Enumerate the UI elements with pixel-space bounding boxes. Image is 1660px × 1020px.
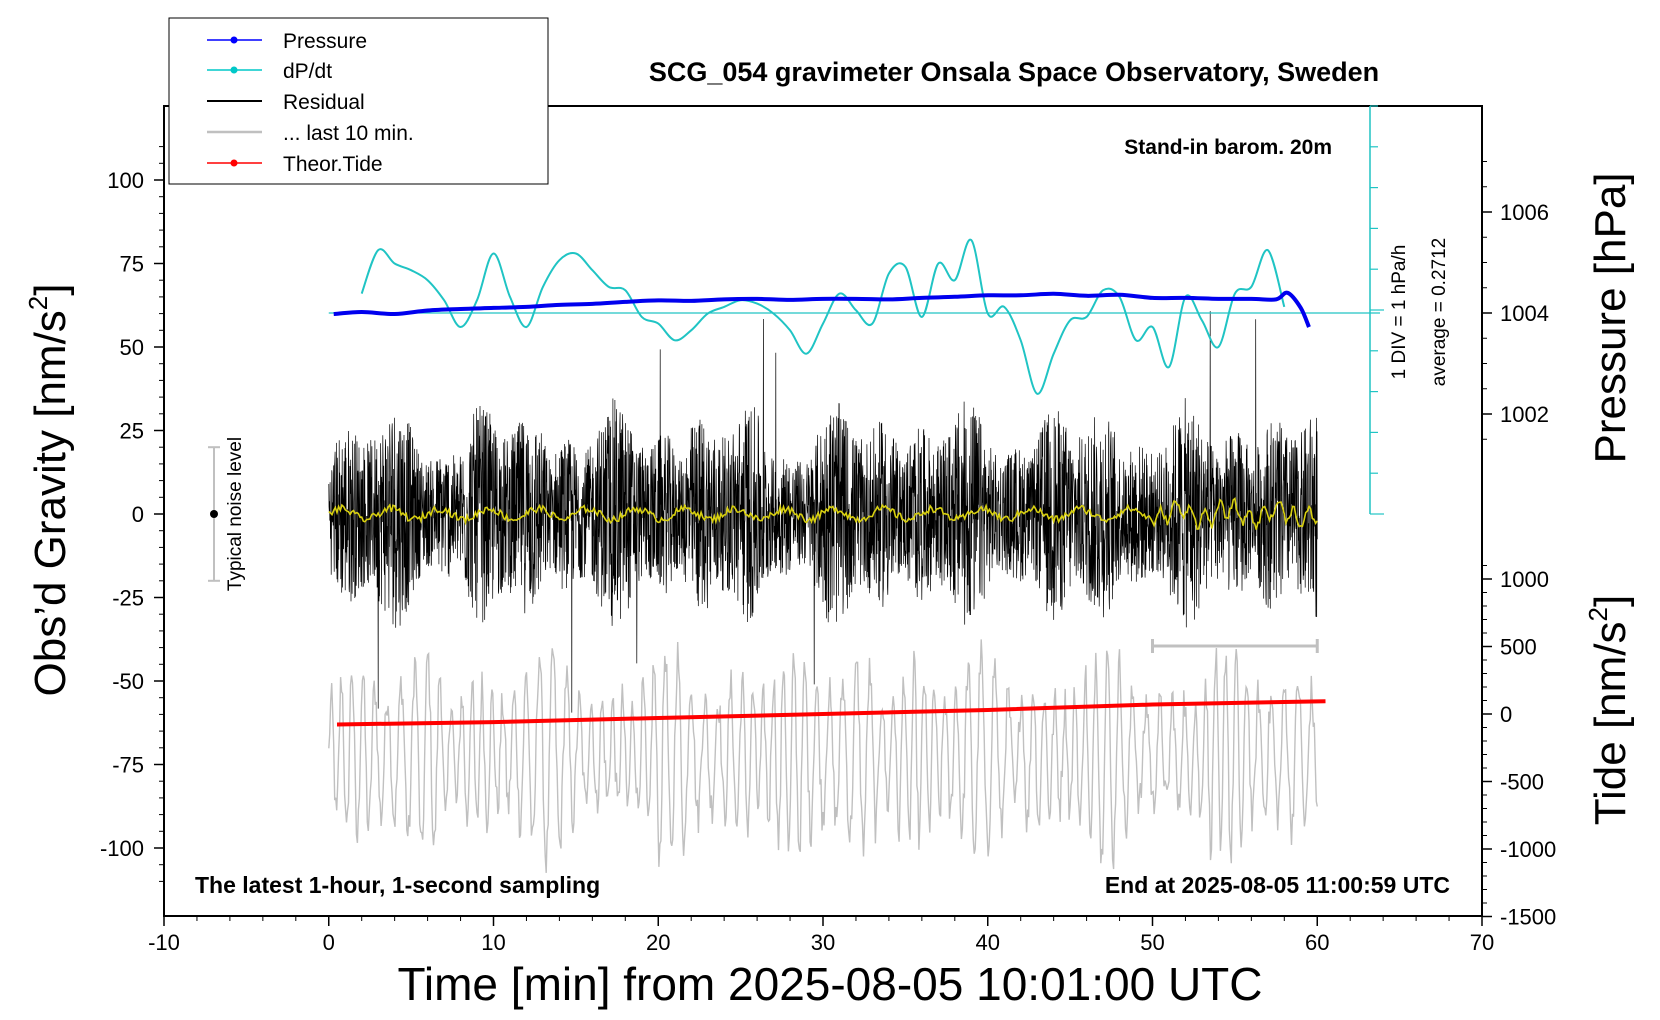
x-tick-label: 30	[811, 930, 835, 955]
pressure-tick-label: 1004	[1500, 301, 1549, 326]
x-tick-label: 20	[646, 930, 670, 955]
legend-label-residual: Residual	[283, 91, 365, 114]
y-axis-title-tide-main: Tide [nm/s	[1586, 621, 1635, 825]
x-tick-label: 0	[323, 930, 335, 955]
pressure-line	[333, 290, 1311, 328]
x-tick-label: 40	[976, 930, 1000, 955]
x-axis-title: Time [min] from 2025-08-05 10:01:00 UTC	[398, 958, 1263, 1010]
y-axis-title-pressure: Pressure [hPa]	[1586, 172, 1635, 463]
legend-marker-pressure	[230, 36, 238, 44]
legend-label-pressure: Pressure	[283, 30, 367, 53]
gravity-tick-label: -100	[100, 836, 144, 861]
legend-label-dpdt: dP/dt	[283, 60, 332, 83]
x-tick-label: 60	[1305, 930, 1329, 955]
y-axis-title-tide: Tide [nm/s2]	[1583, 595, 1635, 825]
y-axis-title-tide-sup: 2	[1583, 607, 1613, 621]
tide-tick-label: 500	[1500, 635, 1537, 660]
series-layer	[208, 105, 1384, 873]
end-time-note: End at 2025-08-05 11:00:59 UTC	[1105, 872, 1450, 898]
tide-tick-label: -500	[1500, 770, 1544, 795]
gravity-tick-label: 100	[107, 168, 144, 193]
gravity-tick-label: 50	[120, 335, 144, 360]
gravity-tick-label: -50	[112, 669, 144, 694]
noise-level-label: Typical noise level	[225, 437, 246, 591]
tide-tick-label: 1000	[1500, 567, 1549, 592]
gravity-tick-label: 75	[120, 252, 144, 277]
y-axis-title-tide-close: ]	[1586, 595, 1635, 607]
gravity-tick-label: -25	[112, 586, 144, 611]
legend-marker-dpdt	[230, 66, 238, 74]
residual-line	[328, 311, 1318, 713]
y-axis-title-gravity-sup: 2	[23, 296, 53, 310]
sampling-note: The latest 1-hour, 1-second sampling	[195, 872, 600, 898]
pressure-tick-label: 1002	[1500, 402, 1549, 427]
barometer-note: Stand-in barom. 20m	[1124, 136, 1332, 159]
tide-tick-label: -1500	[1500, 905, 1556, 930]
legend: Pressure dP/dt Residual ... last 10 min.…	[168, 17, 549, 185]
axis-ticks: -10 0 10 20 30 40 50 60 701007550250-25-50-75-10…	[100, 146, 1556, 955]
tide-tick-label: -1000	[1500, 837, 1556, 862]
x-tick-label: -10	[148, 930, 180, 955]
pressure-tick-label: 1006	[1500, 200, 1549, 225]
x-tick-label: 70	[1470, 930, 1494, 955]
chart-title: SCG_054 gravimeter Onsala Space Observat…	[649, 57, 1379, 87]
x-tick-label: 10	[481, 930, 505, 955]
y-axis-title-gravity: Obs’d Gravity [nm/s2]	[23, 283, 75, 696]
legend-label-last10: ... last 10 min.	[283, 122, 414, 145]
dpdt-line	[360, 239, 1286, 395]
gravity-tick-label: -75	[112, 753, 144, 778]
dpdt-average-label: average = 0.2712	[1429, 238, 1450, 386]
legend-label-tide: Theor.Tide	[283, 153, 383, 176]
noise-center-dot	[210, 510, 218, 518]
residual-trend-line	[328, 496, 1318, 530]
theor-tide-line	[336, 699, 1326, 727]
dpdt-scale-label: 1 DIV = 1 hPa/h	[1389, 245, 1410, 380]
y-axis-title-gravity-main: Obs’d Gravity [nm/s	[26, 310, 75, 696]
gravity-tick-label: 0	[132, 502, 144, 527]
gravity-tick-label: 25	[120, 419, 144, 444]
y-axis-title-gravity-close: ]	[26, 283, 75, 295]
x-tick-label: 50	[1140, 930, 1164, 955]
tide-tick-label: 0	[1500, 702, 1512, 727]
legend-marker-tide	[230, 159, 238, 167]
last-10-min-line	[328, 639, 1318, 873]
